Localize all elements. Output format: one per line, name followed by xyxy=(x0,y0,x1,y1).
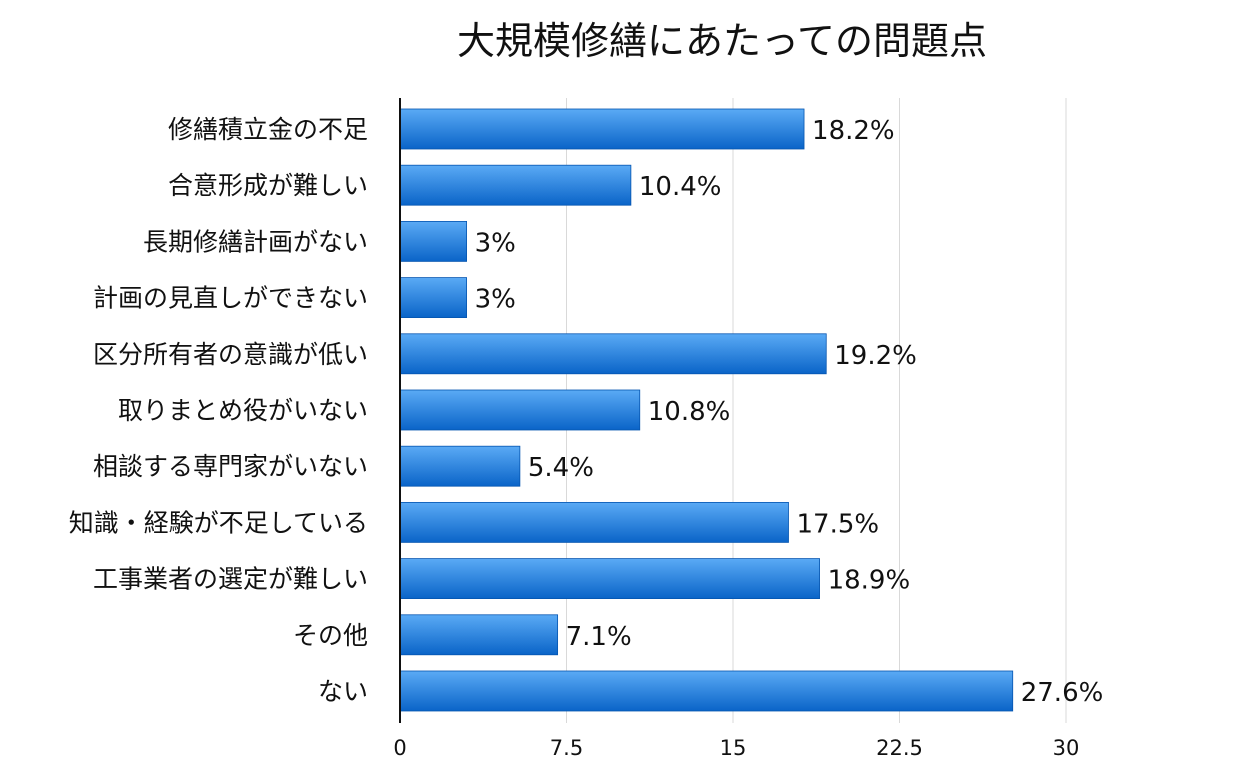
bar xyxy=(399,108,805,150)
category-label: その他 xyxy=(293,621,368,650)
x-tick-label: 7.5 xyxy=(550,736,583,760)
category-label: 計画の見直しができない xyxy=(93,284,368,313)
category-label: 知識・経験が不足している xyxy=(69,508,368,537)
value-label: 27.6% xyxy=(1021,678,1104,708)
bar xyxy=(399,164,632,206)
value-label: 18.2% xyxy=(812,116,895,146)
x-axis-ticks: 0 7.5 15 22.5 30 xyxy=(393,736,1079,760)
category-label: 修繕積立金の不足 xyxy=(168,115,368,144)
value-label: 5.4% xyxy=(528,453,594,483)
value-label: 19.2% xyxy=(834,341,917,371)
value-label: 10.8% xyxy=(648,397,731,427)
bar xyxy=(399,670,1014,712)
value-label: 18.9% xyxy=(828,566,911,596)
value-label: 3% xyxy=(475,228,516,258)
value-label: 7.1% xyxy=(566,622,632,652)
value-label: 10.4% xyxy=(639,172,722,202)
bar xyxy=(399,558,820,599)
bar xyxy=(399,445,521,487)
category-label: 区分所有者の意識が低い xyxy=(93,340,368,369)
category-label: 工事業者の選定が難しい xyxy=(93,565,368,594)
category-label: 相談する専門家がいない xyxy=(93,452,368,481)
x-tick-label: 15 xyxy=(720,736,747,760)
category-label: 合意形成が難しい xyxy=(168,171,368,200)
bar xyxy=(399,501,789,543)
value-labels: 18.2% 10.4% 3% 3% 19.2% 10.8% 5.4% 17.5% 18.9% 7.… xyxy=(475,116,1104,708)
category-label: 取りまとめ役がいない xyxy=(118,396,368,425)
category-label: 長期修繕計画がない xyxy=(143,227,368,256)
value-label: 17.5% xyxy=(797,509,880,539)
x-tick-label: 22.5 xyxy=(876,736,923,760)
bar xyxy=(399,333,827,375)
x-tick-label: 0 xyxy=(393,736,406,760)
bar xyxy=(399,277,467,319)
category-labels: 修繕積立金の不足合意形成が難しい長期修繕計画がない計画の見直しができない区分所有… xyxy=(69,115,368,706)
bar xyxy=(399,220,467,262)
bar xyxy=(399,389,641,431)
bar xyxy=(399,614,559,656)
chart-title: 大規模修繕にあたっての問題点 xyxy=(457,19,987,63)
bars xyxy=(399,108,1014,712)
category-label: ない xyxy=(318,677,368,706)
value-label: 3% xyxy=(475,285,516,315)
x-tick-label: 30 xyxy=(1053,736,1080,760)
